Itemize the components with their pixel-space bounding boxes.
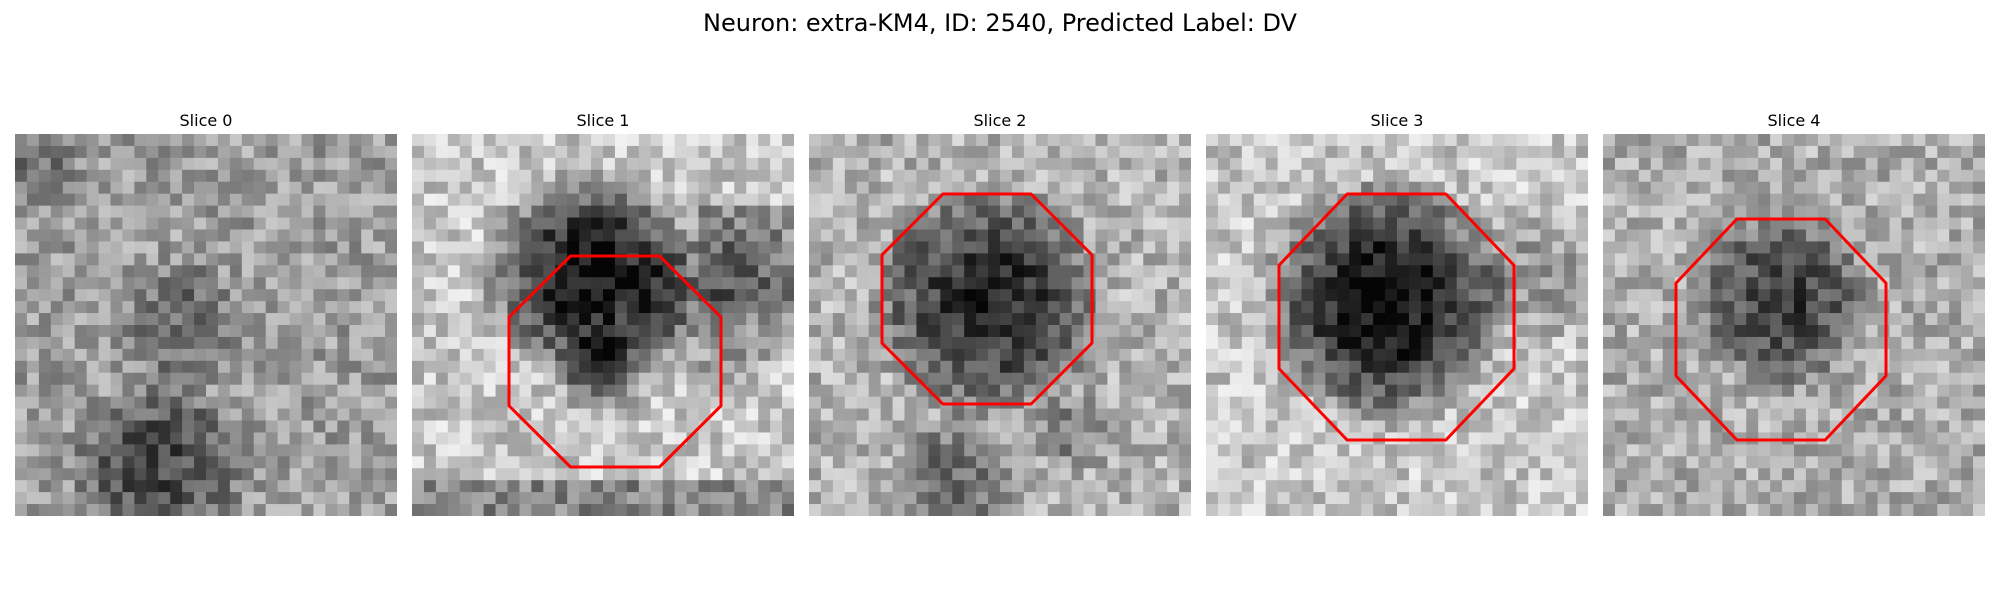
slice-image: [412, 134, 794, 516]
contour-outline: [507, 254, 723, 469]
contour-outline: [880, 192, 1094, 406]
slice-title: Slice 0: [179, 111, 233, 130]
slice-panel-1: Slice 1: [412, 108, 794, 516]
contour-outline: [1277, 192, 1516, 442]
slice-title: Slice 2: [973, 111, 1027, 130]
slice-panel-4: Slice 4: [1603, 108, 1985, 516]
slice-image: [1603, 134, 1985, 516]
slice-image: [809, 134, 1191, 516]
slice-panel-2: Slice 2: [809, 108, 1191, 516]
slice-title: Slice 4: [1767, 111, 1821, 130]
slice-panel-0: Slice 0: [15, 108, 397, 516]
slice-image: [15, 134, 397, 516]
slice-title: Slice 1: [576, 111, 630, 130]
slice-image: [1206, 134, 1588, 516]
slice-panel-3: Slice 3: [1206, 108, 1588, 516]
figure-title: Neuron: extra-KM4, ID: 2540, Predicted L…: [703, 9, 1297, 37]
contour-outline: [1674, 217, 1888, 442]
slice-title: Slice 3: [1370, 111, 1424, 130]
